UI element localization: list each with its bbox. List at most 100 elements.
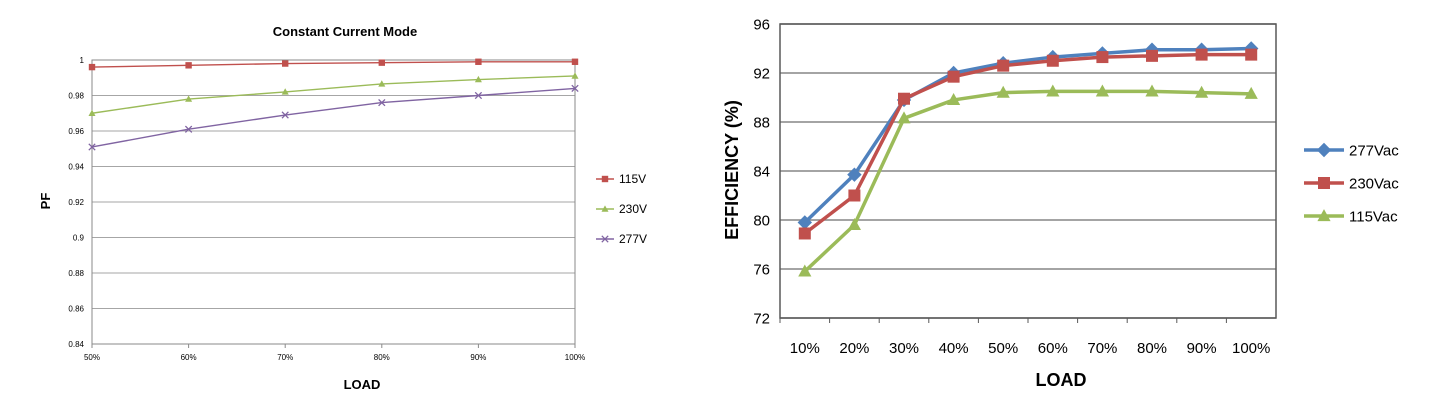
pf-chart-point-230v <box>571 72 579 79</box>
pf-chart-y-axis-label: PF <box>38 193 53 210</box>
pf-chart-y-tick-label: 0.86 <box>68 304 84 313</box>
efficiency-chart-point-115vac <box>1145 84 1159 97</box>
pf-chart-x-tick-label: 90% <box>470 353 486 362</box>
pf-chart-legend-label-115v: 115V <box>619 172 646 186</box>
efficiency-chart-point-230vac <box>798 227 811 240</box>
efficiency-chart-y-tick-label: 92 <box>753 65 770 82</box>
efficiency-chart-x-tick-label: 60% <box>1038 340 1068 357</box>
pf-chart-legend-label-230v: 230V <box>619 202 647 216</box>
pf-chart-y-tick-label: 0.84 <box>68 340 84 349</box>
efficiency-chart-series-line-115vac <box>803 89 1252 273</box>
pf-chart-point-277v <box>88 143 96 151</box>
efficiency-chart-y-tick-label: 96 <box>753 16 770 33</box>
efficiency-chart-point-230vac <box>1096 51 1109 64</box>
efficiency-chart-x-axis-label: LOAD <box>1036 370 1087 390</box>
efficiency-chart-point-115vac <box>897 111 911 124</box>
efficiency-chart-plot-area: 72 76 80 84 88 92 96 10% 20% 30% 40% 50% 60% 70% 80% 90… <box>753 16 1277 357</box>
efficiency-chart-point-277vac <box>797 215 812 230</box>
efficiency-chart-point-115vac <box>847 218 861 230</box>
efficiency-chart-point-230vac <box>1195 48 1208 61</box>
efficiency-chart-y-tick-label: 88 <box>753 114 770 131</box>
efficiency-chart: EFFICIENCY (%) LOAD 72 76 80 84 88 92 96 10% 20%… <box>705 0 1440 402</box>
efficiency-chart-x-tick-label: 90% <box>1187 340 1217 357</box>
efficiency-chart-point-230vac <box>1245 48 1258 61</box>
efficiency-chart-point-230vac <box>1146 49 1158 62</box>
pf-chart-x-axis-label: LOAD <box>344 377 381 392</box>
pf-chart-x-tick-label: 50% <box>84 353 100 362</box>
pf-chart-point-115v <box>475 58 482 65</box>
pf-chart-point-230v <box>281 88 289 95</box>
pf-chart-x-tick-label: 60% <box>181 353 197 362</box>
pf-chart-point-277v <box>184 125 193 133</box>
pf-chart-point-115v <box>282 60 289 67</box>
efficiency-chart-series-line-230vac <box>803 52 1252 235</box>
efficiency-chart-legend-marker-115vac <box>1317 209 1331 222</box>
efficiency-chart-point-230vac <box>898 92 910 105</box>
pf-chart-legend-marker-277v <box>601 235 609 243</box>
efficiency-chart-point-230vac <box>848 189 861 202</box>
pf-chart-series-line-277v <box>91 87 576 148</box>
efficiency-chart-x-tick-label: 100% <box>1232 340 1270 357</box>
pf-chart-point-115v <box>88 63 96 71</box>
pf-chart-series-line-115v <box>91 61 575 68</box>
efficiency-chart-point-115vac <box>1095 84 1109 97</box>
efficiency-chart-y-tick-label: 72 <box>753 310 770 327</box>
efficiency-chart-y-tick-label: 76 <box>753 261 770 278</box>
efficiency-chart-y-tick-label: 80 <box>753 212 770 229</box>
pf-chart-title: Constant Current Mode <box>273 24 417 39</box>
pf-chart-x-tick-label: 70% <box>277 353 293 362</box>
efficiency-chart-x-tick-label: 70% <box>1087 340 1117 357</box>
efficiency-chart-y-axis-label: EFFICIENCY (%) <box>722 100 742 240</box>
pf-chart-plot-frame <box>91 59 576 345</box>
efficiency-chart-legend-marker-230vac <box>1318 177 1330 189</box>
efficiency-chart-point-230vac <box>1046 54 1059 67</box>
pf-chart-x-tick-label: 80% <box>374 353 390 362</box>
efficiency-chart-x-tick-label: 50% <box>988 340 1018 357</box>
efficiency-chart-x-tick-label: 10% <box>790 340 820 357</box>
pf-chart: Constant Current Mode PF LOAD 0.84 0.86 0.… <box>0 0 705 402</box>
pf-chart-point-230v <box>474 75 482 83</box>
pf-chart-point-230v <box>88 109 96 116</box>
pf-chart-point-115v <box>185 62 192 69</box>
efficiency-chart-legend-label-277vac: 277Vac <box>1349 142 1399 159</box>
efficiency-chart-y-tick-label: 84 <box>753 163 770 180</box>
efficiency-chart-x-tick-label: 30% <box>889 340 919 357</box>
efficiency-chart-legend-marker-277vac <box>1316 142 1332 158</box>
pf-chart-point-230v <box>378 80 386 87</box>
efficiency-chart-point-115vac <box>1195 85 1209 98</box>
efficiency-chart-point-277vac <box>847 167 862 182</box>
pf-chart-point-277v <box>378 98 386 107</box>
pf-chart-y-tick-label: 0.96 <box>68 127 84 136</box>
pf-chart-x-tick-label: 100% <box>565 353 585 362</box>
pf-chart-y-tick-label: 1 <box>80 56 85 65</box>
pf-chart-y-tick-label: 0.94 <box>68 162 84 171</box>
efficiency-chart-point-277vac <box>1144 42 1160 57</box>
pf-chart-legend-marker-230v <box>601 205 609 212</box>
pf-chart-series-line-230v <box>91 75 576 114</box>
pf-chart-plot-area: 0.84 0.86 0.88 0.9 0.92 0.94 0.96 0.98 1 50% 60% 70… <box>68 56 585 362</box>
efficiency-chart-point-115vac <box>798 264 812 277</box>
pf-chart-y-tick-label: 0.88 <box>68 269 84 278</box>
efficiency-chart-series-line-277vac <box>803 46 1252 224</box>
efficiency-chart-point-115vac <box>996 85 1010 98</box>
efficiency-chart-x-tick-label: 20% <box>839 340 869 357</box>
efficiency-chart-legend-label-115vac: 115Vac <box>1349 208 1398 225</box>
pf-chart-point-277v <box>281 111 289 119</box>
efficiency-chart-point-230vac <box>947 70 960 83</box>
pf-chart-point-230v <box>185 95 193 102</box>
pf-chart-point-277v <box>571 84 579 93</box>
pf-chart-point-115v <box>571 58 579 65</box>
pf-chart-legend-label-277v: 277V <box>619 232 647 246</box>
efficiency-chart-x-tick-label: 80% <box>1137 340 1167 357</box>
efficiency-chart-x-tick-label: 40% <box>939 340 969 357</box>
pf-chart-point-277v <box>474 91 483 100</box>
efficiency-chart-legend-label-230vac: 230Vac <box>1349 175 1399 192</box>
efficiency-chart-legend: 277Vac 230Vac 115Vac <box>1304 142 1399 225</box>
pf-chart-legend: 115V 230V 277V <box>596 172 647 246</box>
efficiency-chart-point-115vac <box>1244 86 1258 99</box>
pf-chart-legend-marker-115v <box>601 175 609 183</box>
pf-chart-y-tick-label: 0.9 <box>73 233 85 242</box>
efficiency-chart-point-230vac <box>997 59 1010 72</box>
pf-chart-y-tick-label: 0.98 <box>68 91 84 100</box>
